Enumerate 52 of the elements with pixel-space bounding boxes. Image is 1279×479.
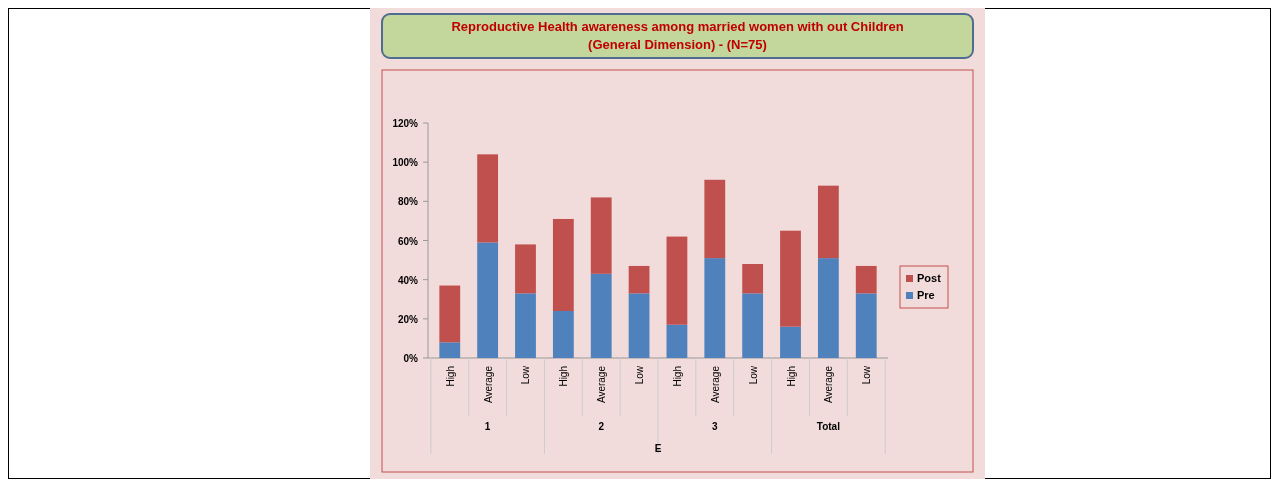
- bar: [628, 293, 650, 358]
- y-tick-label: 100%: [392, 157, 419, 169]
- bar: [439, 285, 461, 343]
- text: 1: [484, 421, 491, 432]
- x-tick-label: Low: [747, 365, 759, 385]
- x-tick-label: Low: [861, 365, 873, 385]
- bar: [590, 197, 612, 274]
- x-tick-label: Low: [634, 365, 646, 385]
- bar: [590, 273, 612, 358]
- bar: [666, 236, 688, 325]
- bar: [742, 293, 764, 358]
- x-tick-label: High: [444, 366, 456, 387]
- y-tick-label: 40%: [397, 274, 419, 286]
- bar: [855, 265, 877, 294]
- x-tick-label: Average: [596, 365, 608, 404]
- bar: [552, 218, 574, 311]
- bar: [817, 258, 839, 358]
- bar: [742, 264, 764, 294]
- x-tick-label: Average: [709, 365, 721, 404]
- x-tick-label: Low: [520, 365, 532, 385]
- x-tick-label: High: [671, 366, 683, 387]
- bar: [439, 342, 461, 358]
- x-tick-label: High: [558, 366, 570, 387]
- bar: [552, 311, 574, 358]
- bar: [704, 258, 726, 358]
- chart-subtitle: (General Dimension) - (N=75): [588, 37, 767, 52]
- text: 2: [598, 421, 605, 432]
- bar: [817, 185, 839, 259]
- bar: [477, 154, 499, 243]
- x-axis-title: E: [654, 443, 662, 454]
- y-tick-label: 60%: [397, 235, 419, 247]
- y-tick-label: 120%: [392, 118, 419, 129]
- x-tick-label: High: [785, 366, 797, 387]
- y-tick-label: 20%: [397, 313, 419, 325]
- legend-label: Post: [917, 272, 942, 284]
- bar: [780, 230, 801, 327]
- bar: [628, 265, 650, 294]
- bar: [515, 244, 536, 294]
- legend-label: Pre: [917, 289, 935, 301]
- y-tick-label: 80%: [397, 196, 419, 208]
- chart-title: Reproductive Health awareness among married women with out Children: [451, 19, 904, 34]
- bar: [704, 179, 726, 259]
- bar: [515, 293, 536, 358]
- bar: [780, 326, 801, 358]
- x-tick-label: Average: [823, 365, 835, 404]
- bar: [855, 293, 877, 358]
- bar: [477, 242, 499, 358]
- text: Total: [816, 421, 841, 432]
- y-tick-label: 0%: [403, 353, 419, 364]
- x-tick-label: Average: [482, 365, 494, 404]
- text: 3: [712, 421, 719, 432]
- bar: [666, 324, 688, 358]
